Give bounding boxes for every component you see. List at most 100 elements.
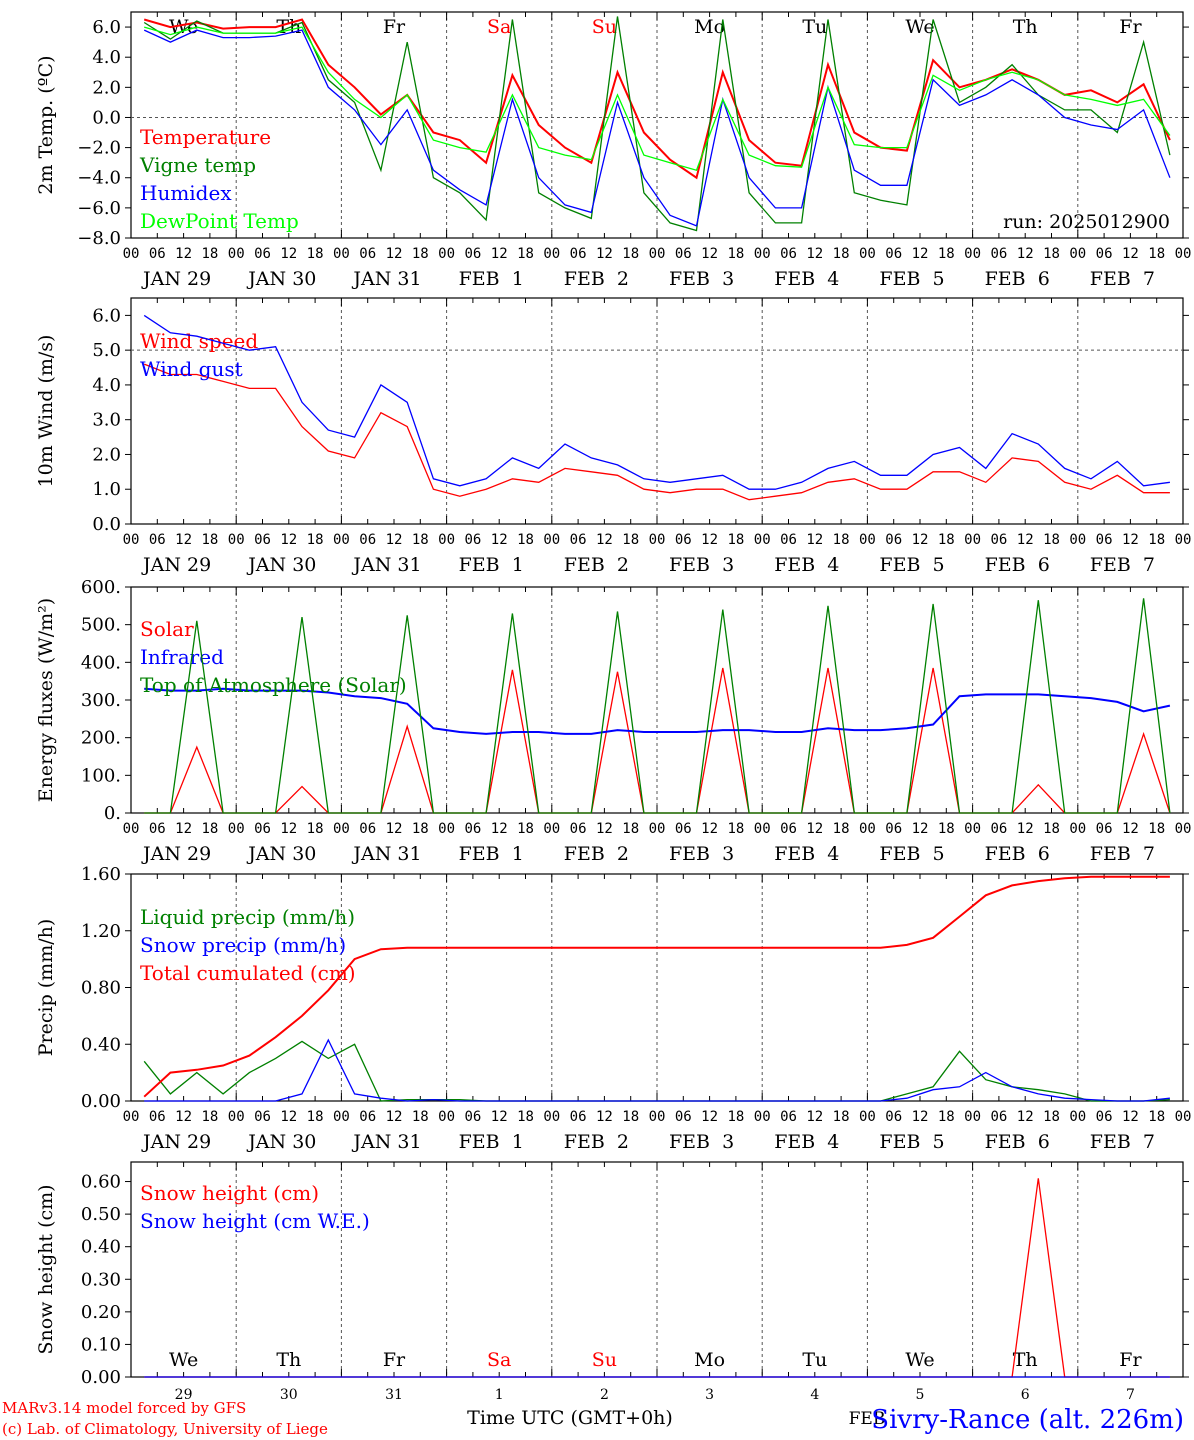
day-number-label: 7	[1126, 1387, 1135, 1403]
hour-tick-label: 06	[675, 1109, 692, 1125]
day-number-label: 6	[1021, 1387, 1030, 1403]
day-label: JAN 29	[141, 554, 211, 576]
hour-tick-label: 00	[649, 532, 666, 548]
hour-tick-label: 00	[1175, 821, 1192, 837]
hour-tick-label: 18	[307, 821, 324, 837]
hour-tick-label: 06	[464, 246, 481, 262]
day-label: FEB 5	[879, 1131, 944, 1153]
hour-tick-label: 18	[1043, 821, 1060, 837]
weekday-label: Mo	[694, 1349, 725, 1371]
hour-tick-label: 18	[833, 1109, 850, 1125]
y-tick-label: −2.0	[77, 138, 121, 159]
hour-tick-label: 00	[859, 246, 876, 262]
hour-tick-label: 06	[780, 1109, 797, 1125]
y-tick-label: 0.10	[81, 1334, 121, 1355]
hour-tick-label: 06	[675, 246, 692, 262]
hour-tick-label: 12	[1017, 532, 1034, 548]
y-tick-label: 0.0	[92, 107, 121, 128]
legend-entry: Snow height (cm)	[140, 1181, 319, 1205]
hour-tick-label: 18	[622, 821, 639, 837]
series-line-2	[143, 875, 1170, 1098]
hour-tick-label: 12	[491, 821, 508, 837]
weekday-label: Th	[1013, 16, 1038, 38]
day-label: FEB 4	[774, 1131, 839, 1153]
y-tick-label: 600.	[81, 577, 121, 598]
lab-credit: (c) Lab. of Climatology, University of L…	[2, 1420, 328, 1438]
y-tick-label: 200.	[81, 728, 121, 749]
day-label: FEB 6	[985, 554, 1050, 576]
hour-tick-label: 00	[1069, 246, 1086, 262]
y-tick-label: 4.0	[92, 375, 121, 396]
weekday-label: Su	[592, 16, 617, 38]
y-tick-label: 1.20	[81, 921, 121, 942]
hour-tick-label: 06	[780, 246, 797, 262]
hour-tick-label: 00	[1175, 246, 1192, 262]
hour-tick-label: 06	[359, 532, 376, 548]
day-number-label: 2	[600, 1387, 609, 1403]
hour-tick-label: 06	[464, 821, 481, 837]
hour-tick-label: 18	[727, 1109, 744, 1125]
hour-tick-label: 12	[491, 1109, 508, 1125]
hour-tick-label: 06	[149, 1109, 166, 1125]
day-number-label: 31	[385, 1387, 403, 1403]
hour-tick-label: 12	[491, 532, 508, 548]
hour-tick-label: 18	[1043, 1109, 1060, 1125]
day-number-label: 4	[810, 1387, 819, 1403]
series-line-1	[144, 1038, 1170, 1102]
hour-tick-label: 06	[254, 1109, 271, 1125]
hour-tick-label: 18	[1043, 532, 1060, 548]
series-line-0	[143, 18, 1171, 180]
day-label: FEB 5	[879, 268, 944, 290]
legend-entry: Humidex	[140, 181, 232, 205]
hour-tick-label: 12	[1017, 246, 1034, 262]
hour-tick-label: 18	[412, 821, 429, 837]
hour-tick-label: 18	[622, 1109, 639, 1125]
hour-tick-label: 18	[1043, 246, 1060, 262]
hour-tick-label: 06	[990, 821, 1007, 837]
y-tick-label: 1.0	[92, 479, 121, 500]
y-tick-label: 0.	[104, 803, 121, 824]
y-tick-label: 0.00	[81, 1091, 121, 1112]
hour-tick-label: 18	[622, 246, 639, 262]
weekday-label: We	[905, 16, 934, 38]
legend-entry: Top of Atmosphere (Solar)	[140, 673, 407, 697]
hour-tick-label: 06	[570, 1109, 587, 1125]
hour-tick-label: 00	[123, 821, 140, 837]
legend-entry: Liquid precip (mm/h)	[140, 905, 355, 929]
day-label: FEB 2	[564, 1131, 629, 1153]
y-tick-label: −4.0	[77, 168, 121, 189]
day-label: FEB 3	[669, 843, 734, 865]
hour-tick-label: 18	[201, 1109, 218, 1125]
hour-tick-label: 18	[307, 246, 324, 262]
weekday-label: Su	[592, 1349, 617, 1371]
day-label: JAN 30	[246, 1131, 316, 1153]
hour-tick-label: 00	[1069, 821, 1086, 837]
hour-tick-label: 12	[806, 1109, 823, 1125]
y-tick-label: 0.60	[81, 1172, 121, 1193]
y-tick-label: −6.0	[77, 198, 121, 219]
hour-tick-label: 06	[359, 246, 376, 262]
y-axis-label: Precip (mm/h)	[35, 919, 57, 1057]
hour-tick-label: 00	[333, 1109, 350, 1125]
hour-tick-label: 00	[859, 532, 876, 548]
hour-tick-label: 12	[596, 821, 613, 837]
hour-tick-label: 18	[1148, 532, 1165, 548]
legend-entry: Infrared	[140, 645, 224, 669]
hour-tick-label: 12	[386, 1109, 403, 1125]
day-label: FEB 7	[1090, 1131, 1155, 1153]
hour-tick-label: 06	[885, 1109, 902, 1125]
y-tick-label: 3.0	[92, 410, 121, 431]
day-label: FEB 5	[879, 554, 944, 576]
hour-tick-label: 06	[675, 821, 692, 837]
day-label: FEB 7	[1090, 268, 1155, 290]
day-label: FEB 2	[564, 554, 629, 576]
y-axis-label: 10m Wind (m/s)	[35, 335, 57, 488]
hour-tick-label: 00	[438, 821, 455, 837]
hour-tick-label: 06	[570, 532, 587, 548]
day-label: FEB 4	[774, 268, 839, 290]
y-tick-label: 6.0	[92, 17, 121, 38]
hour-tick-label: 00	[333, 532, 350, 548]
hour-tick-label: 06	[359, 821, 376, 837]
hour-tick-label: 18	[201, 532, 218, 548]
hour-tick-label: 00	[754, 821, 771, 837]
